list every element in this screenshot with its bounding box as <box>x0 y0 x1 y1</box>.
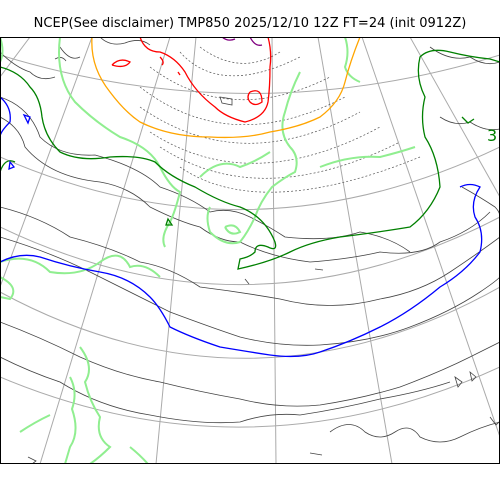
dark-green-contour <box>0 49 500 270</box>
light-green-contour <box>224 224 242 235</box>
parallel-line <box>0 286 500 359</box>
coastline <box>0 51 56 80</box>
coastline <box>0 116 491 263</box>
orange-contour <box>91 37 361 139</box>
dark-green-contour <box>461 116 475 124</box>
light-green-contour <box>79 346 112 464</box>
dotted-contour <box>149 126 381 164</box>
red-contour <box>159 56 164 66</box>
light-green-contour <box>319 146 416 168</box>
purple-contour <box>249 37 263 46</box>
coastline <box>489 416 500 426</box>
coastline <box>219 96 233 106</box>
light-green-contour <box>0 276 15 301</box>
red-contour <box>247 90 263 106</box>
blue-contour <box>22 113 31 125</box>
meridian-line <box>39 37 171 464</box>
light-green-contour <box>64 376 77 464</box>
graticule <box>0 37 500 464</box>
meridian-line <box>271 37 277 464</box>
light-green-contour <box>199 151 271 178</box>
dotted-contour <box>139 106 361 144</box>
orange-contours <box>91 37 361 139</box>
meridian-line <box>361 37 500 438</box>
coastline <box>429 46 500 65</box>
red-contour <box>111 59 131 68</box>
coastline <box>54 46 81 62</box>
red-contours <box>111 37 272 123</box>
coastline <box>0 321 500 407</box>
meridian-line <box>409 37 500 198</box>
light-green-contour <box>129 446 149 464</box>
coastline <box>454 370 477 388</box>
coastline <box>99 37 151 46</box>
dark-green-contours <box>0 49 500 270</box>
coastline <box>0 236 500 346</box>
coastline <box>244 278 250 285</box>
dotted-contour <box>139 86 346 125</box>
dotted-contour <box>149 66 331 101</box>
coastline <box>314 268 324 271</box>
light-green-contour <box>343 37 361 83</box>
coastline <box>329 421 500 443</box>
blue-contour <box>0 183 483 358</box>
red-contour <box>139 37 272 123</box>
light-green-contour <box>0 254 161 278</box>
blue-contour <box>8 160 16 171</box>
parallel-line <box>0 54 500 94</box>
dotted-contour <box>179 51 301 77</box>
meridian-line <box>0 37 31 78</box>
parallel-line <box>0 366 500 428</box>
meridian-line <box>155 37 197 464</box>
parallel-line <box>0 216 500 285</box>
dark-green-contour <box>165 217 174 226</box>
parallel-line <box>0 146 500 211</box>
dotted-contour <box>179 156 421 193</box>
coastline <box>0 356 451 424</box>
red-contour <box>177 71 181 76</box>
contour-label: 3 <box>487 126 497 145</box>
map-background <box>0 37 500 464</box>
coastlines <box>0 37 500 464</box>
map-title: NCEP(See disclaimer) TMP850 2025/12/10 1… <box>33 16 467 31</box>
dotted-temperature-contours <box>139 46 421 193</box>
meridian-line <box>0 37 93 288</box>
light-green-contour <box>206 71 301 245</box>
map-plot: 3 <box>0 37 500 464</box>
coastline <box>0 206 500 306</box>
dotted-contour <box>199 46 281 64</box>
coastline <box>309 452 323 456</box>
light-green-contour <box>19 414 51 433</box>
